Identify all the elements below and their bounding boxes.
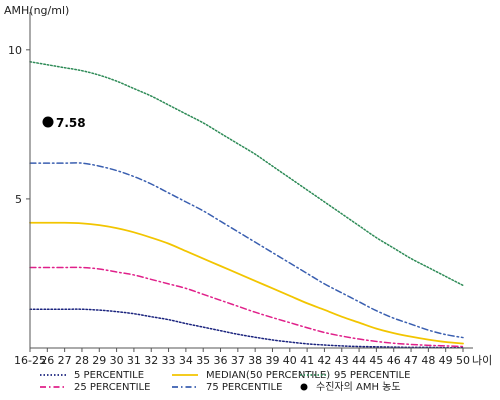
legend-label-95-percentile: 95 PERCENTILE <box>334 370 410 381</box>
x-tick-label: 34 <box>179 354 193 367</box>
x-tick-label: 40 <box>283 354 297 367</box>
x-tick-label: 45 <box>369 354 383 367</box>
legend-label-patient: 수진자의 AMH 농도 <box>316 381 401 393</box>
x-tick-label: 41 <box>300 354 314 367</box>
x-tick-label: 43 <box>335 354 349 367</box>
x-tick-label: 39 <box>265 354 279 367</box>
series-line-5-percentile <box>29 308 464 349</box>
series-line-25-percentile <box>29 266 464 348</box>
x-tick-label: 35 <box>196 354 210 367</box>
legend-label-median-50-percentile: MEDIAN(50 PERCENTILE) <box>206 370 330 381</box>
y-tick-label: 10 <box>8 44 22 57</box>
x-tick-label: 44 <box>352 354 366 367</box>
x-tick-label: 29 <box>92 354 106 367</box>
x-tick-label: 33 <box>162 354 176 367</box>
x-tick-label: 42 <box>317 354 331 367</box>
x-tick-label: 49 <box>439 354 453 367</box>
series-line-95-percentile <box>29 61 464 287</box>
series-line-median-50-percentile <box>29 221 464 345</box>
x-tick-label: 36 <box>214 354 228 367</box>
x-axis-title: 나이 <box>472 354 492 367</box>
x-tick-label: 50 <box>456 354 470 367</box>
x-tick-label: 28 <box>75 354 89 367</box>
x-tick-label: 47 <box>404 354 418 367</box>
y-tick-label: 5 <box>15 193 22 206</box>
x-tick-label: 16-25 <box>14 354 46 367</box>
x-tick-label: 27 <box>58 354 72 367</box>
legend-label-75-percentile: 75 PERCENTILE <box>206 382 282 393</box>
x-tick-label: 46 <box>387 354 401 367</box>
plot-area: 7.58 <box>29 61 464 349</box>
x-tick-label: 37 <box>231 354 245 367</box>
legend-label-5-percentile: 5 PERCENTILE <box>74 370 144 381</box>
x-tick-label: 48 <box>421 354 435 367</box>
legend-swatch-patient <box>300 383 308 391</box>
y-axis-title: AMH(ng/ml) <box>4 4 69 17</box>
x-tick-label: 31 <box>127 354 141 367</box>
patient-value-label: 7.58 <box>56 116 86 130</box>
x-tick-label: 30 <box>110 354 124 367</box>
x-tick-label: 32 <box>144 354 158 367</box>
x-tick-label: 26 <box>40 354 54 367</box>
legend-label-25-percentile: 25 PERCENTILE <box>74 382 150 393</box>
patient-data-point <box>42 116 54 128</box>
series-line-75-percentile <box>29 162 464 339</box>
x-tick-label: 38 <box>248 354 262 367</box>
